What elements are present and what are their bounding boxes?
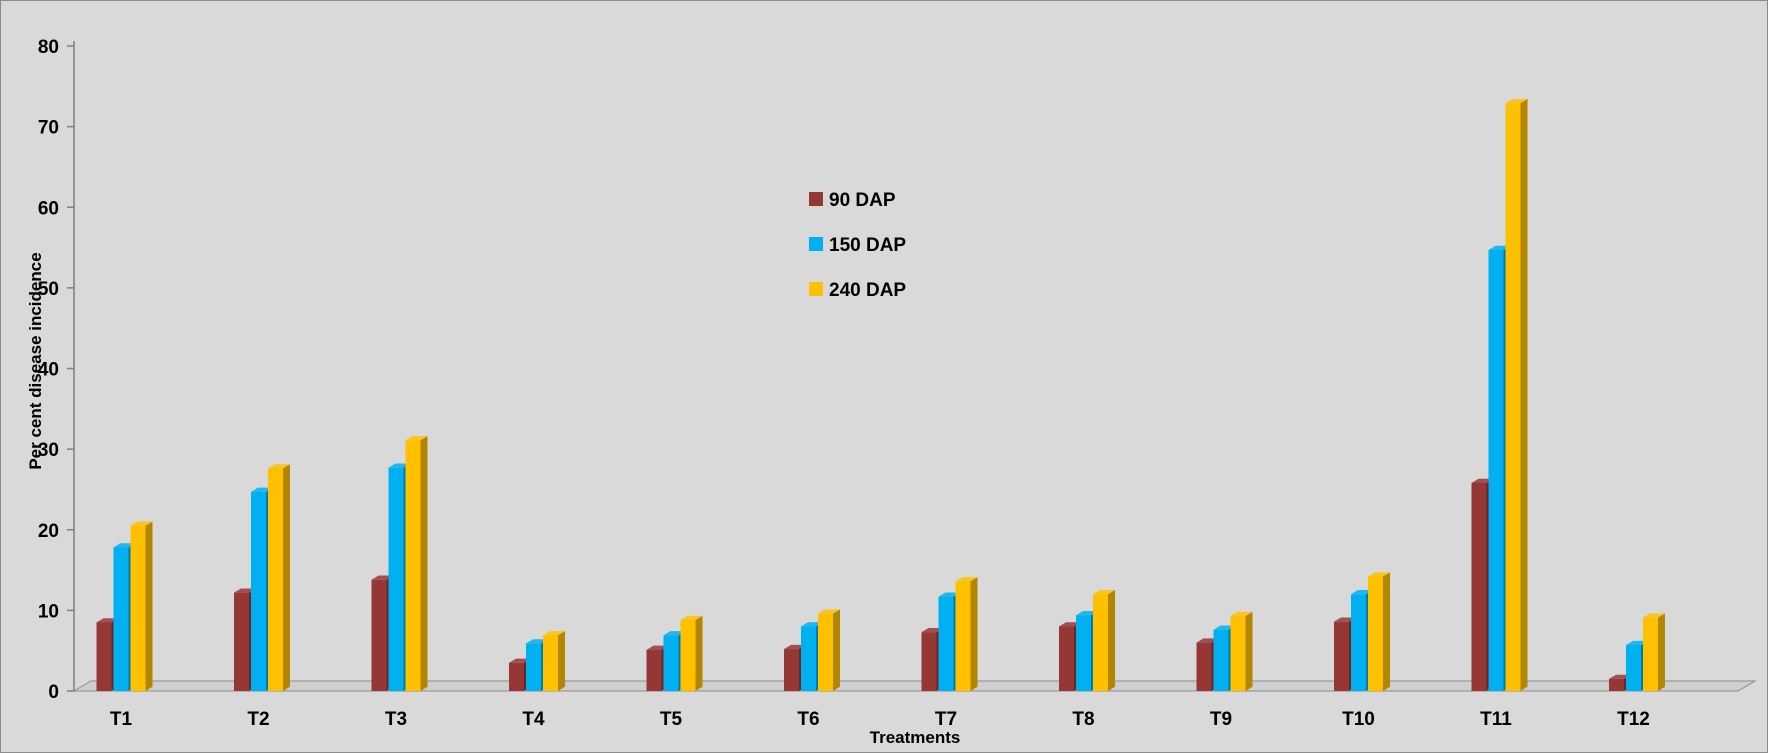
x-tick-label: T4 [522,709,545,730]
y-tick-label: 60 [38,198,59,219]
legend-swatch [809,237,823,251]
bar-240-dap-t9 [1230,611,1253,691]
x-tick-label: T5 [660,709,683,730]
y-tick-label: 40 [38,360,59,381]
bar-240-dap-t10 [1368,572,1390,691]
x-tick-label: T12 [1617,709,1650,730]
bar-240-dap-t8 [1093,590,1115,691]
legend-swatch [809,192,823,206]
y-tick-label: 0 [48,682,59,703]
y-tick-label: 50 [38,279,59,300]
legend-label: 90 DAP [829,190,896,211]
y-axis-title: Per cent disease incidence [26,252,45,469]
y-tick-label: 20 [38,521,59,542]
legend-label: 150 DAP [829,235,906,256]
y-tick-label: 70 [38,118,59,139]
x-axis-title: Treatments [870,728,961,747]
y-tick-label: 30 [38,440,59,461]
bar-240-dap-t4 [543,631,565,691]
bar-240-dap-t11 [1505,99,1528,691]
bar-240-dap-t7 [955,577,978,691]
x-tick-label: T1 [110,709,133,730]
bar-240-dap-t12 [1643,613,1665,691]
x-tick-label: T3 [385,709,407,730]
x-tick-label: T8 [1072,709,1094,730]
x-tick-label: T9 [1210,709,1232,730]
y-tick-label: 10 [38,601,59,622]
bar-240-dap-t6 [818,609,840,691]
x-tick-label: T11 [1480,709,1512,730]
legend-label: 240 DAP [829,280,906,301]
bar-240-dap-t3 [405,436,428,691]
x-tick-label: T10 [1342,709,1375,730]
legend-swatch [809,282,823,296]
bar-240-dap-t5 [680,615,703,691]
x-tick-label: T6 [797,709,819,730]
x-tick-label: T2 [247,709,269,730]
y-tick-label: 80 [38,37,59,58]
bar-240-dap-t2 [268,464,290,691]
x-tick-label: T7 [935,709,957,730]
legend: 90 DAP 150 DAP 240 DAP [809,190,906,301]
bar-240-dap-t1 [130,521,153,691]
